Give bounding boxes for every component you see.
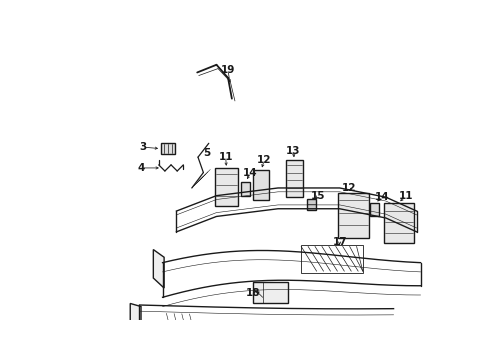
Bar [241,182,250,195]
Bar [161,143,175,154]
Bar [384,203,414,243]
Bar [215,168,238,206]
Bar [182,342,203,356]
Polygon shape [153,249,164,288]
Text: 14: 14 [375,192,390,202]
Text: 11: 11 [219,152,233,162]
Text: 12: 12 [342,183,356,193]
Text: 14: 14 [243,167,258,177]
Polygon shape [130,303,141,347]
Bar [338,193,369,238]
Bar [307,199,316,210]
Bar [253,170,269,199]
Bar [324,345,346,359]
Bar [286,160,303,197]
Bar [253,282,288,303]
Bar [370,203,379,216]
Text: 19: 19 [221,65,235,75]
Text: 3: 3 [140,142,147,152]
Text: 11: 11 [399,191,413,201]
Text: 18: 18 [246,288,261,298]
Bar [247,344,269,358]
Text: 13: 13 [286,146,301,156]
Text: 12: 12 [257,155,271,165]
Bar [301,245,363,273]
Text: 5: 5 [204,148,211,158]
Text: 17: 17 [332,237,347,247]
Text: 4: 4 [137,163,145,173]
Text: 15: 15 [311,191,325,201]
